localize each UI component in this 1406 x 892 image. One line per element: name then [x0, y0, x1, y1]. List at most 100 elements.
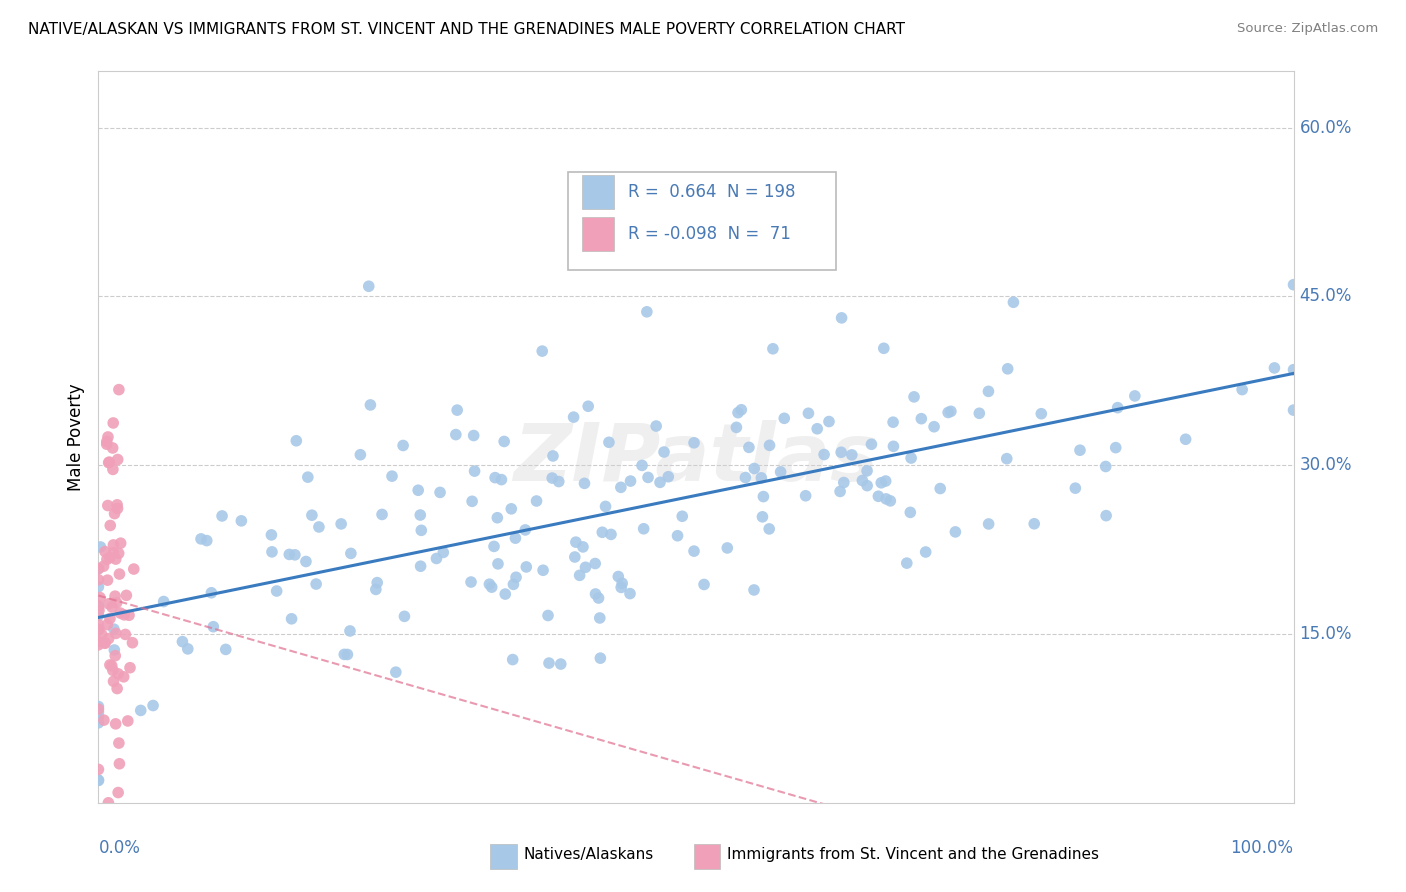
- Text: 100.0%: 100.0%: [1230, 839, 1294, 857]
- Point: [87, 634, 110, 648]
- Point: [813, 448, 835, 462]
- Point: [96, 573, 118, 587]
- Point: [831, 310, 853, 325]
- Point: [484, 470, 506, 484]
- Point: [129, 703, 152, 717]
- Point: [101, 441, 124, 455]
- Point: [301, 508, 323, 523]
- Point: [751, 509, 773, 524]
- Point: [562, 410, 585, 425]
- Point: [806, 422, 828, 436]
- Point: [922, 419, 945, 434]
- Point: [666, 529, 689, 543]
- Point: [97, 632, 120, 646]
- Text: Immigrants from St. Vincent and the Grenadines: Immigrants from St. Vincent and the Gren…: [727, 847, 1099, 862]
- Point: [305, 577, 328, 591]
- Point: [107, 786, 129, 800]
- Point: [202, 620, 225, 634]
- Text: 0.0%: 0.0%: [98, 839, 141, 857]
- Point: [583, 557, 606, 571]
- Point: [190, 532, 212, 546]
- Point: [875, 474, 897, 488]
- Point: [716, 541, 738, 555]
- Point: [429, 485, 451, 500]
- Point: [340, 546, 363, 560]
- Point: [103, 622, 125, 636]
- Point: [564, 549, 586, 564]
- Point: [657, 469, 679, 483]
- Point: [118, 608, 141, 623]
- Point: [142, 698, 165, 713]
- Point: [595, 500, 617, 514]
- Point: [914, 545, 936, 559]
- Point: [482, 540, 505, 554]
- Point: [1174, 432, 1197, 446]
- Point: [870, 475, 893, 490]
- Point: [860, 437, 883, 451]
- Point: [1031, 407, 1053, 421]
- Point: [762, 342, 785, 356]
- Point: [333, 648, 356, 662]
- Y-axis label: Male Poverty: Male Poverty: [66, 384, 84, 491]
- Point: [977, 516, 1000, 531]
- Point: [101, 600, 124, 615]
- Point: [87, 638, 110, 652]
- Point: [107, 452, 129, 467]
- Point: [117, 714, 139, 728]
- Point: [409, 508, 432, 522]
- Point: [108, 383, 131, 397]
- Point: [619, 586, 641, 600]
- Point: [200, 586, 222, 600]
- Point: [409, 559, 432, 574]
- Point: [734, 470, 756, 484]
- Point: [98, 550, 121, 565]
- Point: [103, 416, 125, 430]
- Text: R = -0.098  N =  71: R = -0.098 N = 71: [628, 225, 790, 243]
- Point: [910, 411, 932, 425]
- Point: [591, 525, 613, 540]
- Point: [531, 563, 554, 577]
- Point: [406, 483, 429, 498]
- Point: [574, 560, 596, 574]
- Point: [486, 510, 509, 524]
- Point: [600, 527, 623, 541]
- Point: [505, 531, 527, 545]
- Point: [110, 606, 132, 620]
- Point: [1282, 277, 1305, 292]
- Point: [97, 430, 120, 444]
- Point: [96, 437, 118, 451]
- Point: [610, 480, 633, 494]
- Text: NATIVE/ALASKAN VS IMMIGRANTS FROM ST. VINCENT AND THE GRENADINES MALE POVERTY CO: NATIVE/ALASKAN VS IMMIGRANTS FROM ST. VI…: [28, 22, 905, 37]
- Point: [330, 516, 353, 531]
- Point: [936, 405, 959, 419]
- Point: [94, 636, 117, 650]
- Point: [547, 475, 569, 489]
- Point: [411, 524, 433, 538]
- Point: [87, 763, 110, 777]
- Point: [1024, 516, 1046, 531]
- Point: [118, 661, 141, 675]
- Point: [832, 475, 855, 490]
- Point: [1069, 443, 1091, 458]
- Point: [648, 475, 671, 490]
- Point: [98, 611, 121, 625]
- Point: [107, 546, 129, 560]
- Point: [152, 594, 174, 608]
- Point: [97, 597, 120, 611]
- Point: [260, 528, 283, 542]
- Point: [749, 471, 772, 485]
- Point: [103, 674, 125, 689]
- Point: [1107, 401, 1129, 415]
- Point: [285, 434, 308, 448]
- Point: [494, 587, 516, 601]
- Point: [612, 576, 634, 591]
- Point: [1095, 508, 1118, 523]
- Point: [172, 634, 194, 648]
- Point: [112, 607, 135, 622]
- Point: [357, 279, 380, 293]
- Point: [104, 626, 127, 640]
- Point: [929, 482, 952, 496]
- Point: [98, 657, 121, 672]
- Point: [105, 681, 128, 696]
- Point: [97, 499, 120, 513]
